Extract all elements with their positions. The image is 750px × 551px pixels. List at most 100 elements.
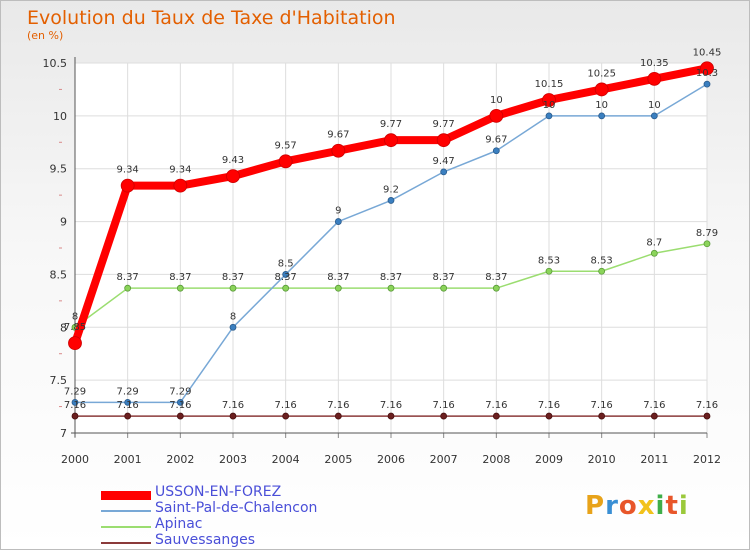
data-point (436, 133, 451, 148)
data-point (703, 80, 711, 88)
data-label: 7.16 (380, 400, 402, 411)
data-label: 10.25 (587, 68, 616, 79)
data-point (229, 412, 237, 420)
legend-swatch (101, 526, 151, 528)
data-point (229, 284, 237, 292)
legend-label: USSON-EN-FOREZ (155, 484, 282, 500)
x-tick-label: 2001 (114, 453, 142, 466)
legend-label: Sauvessanges (155, 532, 256, 548)
data-label: 8.37 (433, 272, 455, 283)
data-label: 9.34 (169, 165, 191, 176)
data-label: 7.29 (117, 386, 139, 397)
data-point (124, 412, 132, 420)
data-label: 10.3 (696, 68, 718, 79)
y-tick-label: 9.5 (50, 163, 68, 176)
data-label: 7.16 (433, 400, 455, 411)
legend-label: Saint-Pal-de-Chalencon (155, 500, 318, 516)
data-label: 8.37 (169, 272, 191, 283)
legend-swatch (101, 490, 151, 500)
data-point (282, 271, 290, 278)
data-point (545, 112, 553, 120)
x-tick-label: 2005 (324, 453, 352, 466)
chart-unit-label: (en %) (27, 29, 64, 42)
data-point (71, 398, 79, 406)
data-label: 10.35 (640, 58, 669, 69)
logo-letter: i (678, 491, 689, 521)
data-point (334, 218, 342, 225)
x-tick-label: 2007 (430, 453, 458, 466)
data-point (226, 169, 240, 184)
data-label: 10.45 (693, 47, 722, 58)
data-label: 8.5 (278, 258, 294, 269)
data-point (650, 112, 658, 120)
data-point (440, 168, 448, 176)
data-label: 9.77 (380, 119, 402, 130)
y-tick-label: 10 (53, 110, 67, 123)
data-point (489, 108, 504, 123)
data-point (387, 412, 395, 420)
data-point (334, 284, 342, 292)
data-label: 9.67 (327, 130, 349, 141)
data-label: 9.57 (275, 140, 297, 151)
x-tick-label: 2004 (272, 453, 300, 466)
logo-letter: x (637, 491, 656, 521)
data-label: 8.53 (538, 255, 560, 266)
data-point (176, 284, 184, 292)
data-label: 7.16 (696, 400, 718, 411)
data-label: 10 (543, 100, 556, 111)
x-tick-label: 2010 (588, 453, 616, 466)
data-point (120, 178, 135, 193)
x-tick-label: 2002 (166, 453, 194, 466)
legend-swatch (101, 510, 151, 512)
data-point (124, 284, 132, 292)
x-tick-label: 2000 (61, 453, 89, 466)
data-label: 8.37 (485, 272, 507, 283)
data-label: 7.16 (222, 400, 244, 411)
data-label: 7.16 (275, 400, 297, 411)
y-tick-label: 10.5 (43, 57, 68, 70)
data-point (598, 267, 606, 275)
logo-letter: r (605, 491, 619, 521)
data-point (387, 284, 395, 292)
data-point (124, 398, 132, 406)
data-label: 9.2 (383, 184, 399, 195)
data-label: 10 (595, 100, 608, 111)
data-point (650, 249, 658, 257)
data-point (598, 112, 606, 120)
data-label: 7.16 (643, 400, 665, 411)
x-tick-label: 2003 (219, 453, 247, 466)
x-tick-label: 2006 (377, 453, 405, 466)
data-label: 9.47 (433, 156, 455, 167)
data-point (331, 143, 346, 158)
data-point (703, 412, 711, 420)
data-label: 9.67 (485, 135, 507, 146)
data-point (598, 412, 606, 420)
proxiti-logo: Proxiti (585, 491, 689, 521)
data-label: 7.16 (538, 400, 560, 411)
data-label: 9.77 (433, 119, 455, 130)
data-label: 8.37 (275, 272, 297, 283)
legend-label: Apinac (155, 516, 203, 532)
data-point (71, 412, 79, 420)
y-tick-label: 8.5 (50, 268, 68, 281)
x-tick-label: 2011 (640, 453, 668, 466)
data-point (700, 61, 714, 76)
data-point (647, 71, 662, 86)
data-label: 7.16 (64, 400, 86, 411)
x-tick-label: 2008 (482, 453, 510, 466)
data-label: 10 (490, 95, 503, 106)
legend-swatch (101, 542, 151, 544)
x-tick-label: 2012 (693, 453, 721, 466)
data-point (440, 284, 448, 292)
y-tick-label: 7.5 (50, 374, 68, 387)
data-point (176, 398, 184, 406)
data-label: 8.53 (591, 255, 613, 266)
y-tick-label: 7 (60, 427, 67, 440)
data-point (440, 412, 448, 420)
data-point (542, 93, 556, 107)
data-point (173, 178, 188, 193)
data-point (334, 412, 342, 420)
logo-letter: o (618, 491, 638, 521)
